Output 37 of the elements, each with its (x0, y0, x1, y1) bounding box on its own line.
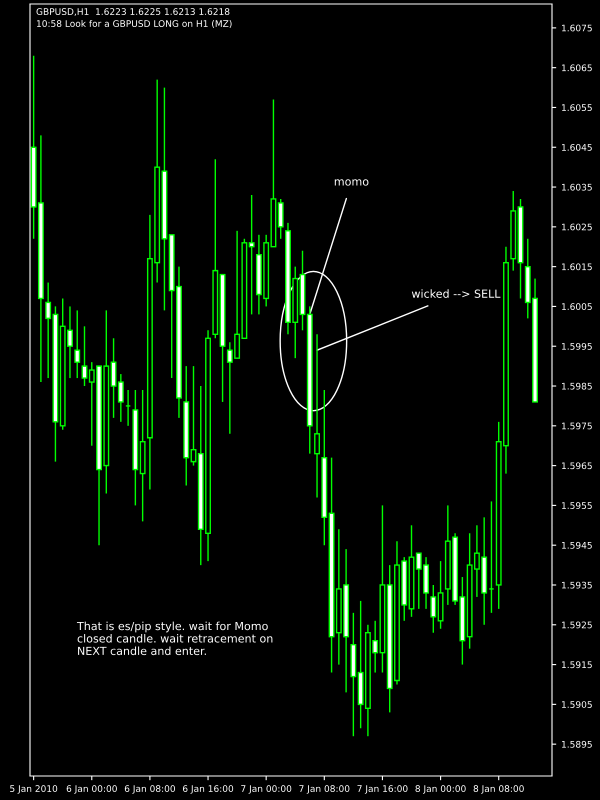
y-tick-label: 1.6035 (562, 184, 592, 191)
y-tick-label: 1.5975 (562, 422, 592, 430)
candlestick (74, 310, 80, 379)
y-tick-label: 1.6005 (562, 303, 592, 310)
chart-title: GBPUSD,H1 1.6223 1.6225 1.6213 1.6218 (36, 8, 230, 16)
x-tick-label: 7 Jan 16:00 (357, 785, 408, 794)
annotation: That is es/pip style. wait for Momo closed candle. wait retracement on NEXT candle and enter. (76, 622, 272, 656)
x-tick-label: 6 Jan 16:00 (182, 785, 234, 794)
y-tick-label: 1.5995 (562, 342, 592, 350)
x-tick-label: 5 Jan 2010 (10, 785, 58, 794)
y-tick-label: 1.6055 (562, 104, 592, 112)
candlestick (314, 334, 320, 498)
x-tick-label: 8 Jan 00:00 (415, 785, 466, 794)
y-tick-label: 1.6045 (562, 144, 592, 151)
y-tick-label: 1.5905 (562, 701, 592, 708)
candlestick (488, 500, 494, 614)
x-tick-label: 8 Jan 08:00 (474, 785, 524, 794)
x-tick-label: 7 Jan 08:00 (299, 785, 350, 794)
y-tick-label: 1.5945 (562, 542, 592, 549)
y-tick-label: 1.6075 (562, 24, 592, 32)
y-tick-label: 1.5955 (562, 502, 592, 509)
y-tick-label: 1.5915 (562, 661, 592, 668)
y-tick-label: 1.6025 (562, 224, 592, 230)
candlestick (125, 389, 132, 427)
y-tick-label: 1.6065 (562, 64, 592, 72)
text: 10:58 Look for a GBPUSD LONG on H1 (MZ) (36, 20, 232, 28)
annotation: wicked --> SELL (412, 289, 500, 298)
x-tick-label: 7 Jan 00:00 (241, 785, 292, 794)
x-tick-label: 6 Jan 08:00 (124, 785, 176, 794)
y-tick-label: 1.5895 (562, 740, 592, 748)
x-tick-label: 6 Jan 00:00 (66, 785, 117, 794)
y-tick-label: 1.6015 (562, 263, 592, 270)
y-tick-label: 1.5985 (562, 382, 592, 390)
y-tick-label: 1.5925 (562, 622, 592, 628)
y-tick-label: 1.5965 (562, 462, 592, 470)
annotation: momo (334, 179, 368, 186)
y-tick-label: 1.5935 (562, 582, 592, 589)
